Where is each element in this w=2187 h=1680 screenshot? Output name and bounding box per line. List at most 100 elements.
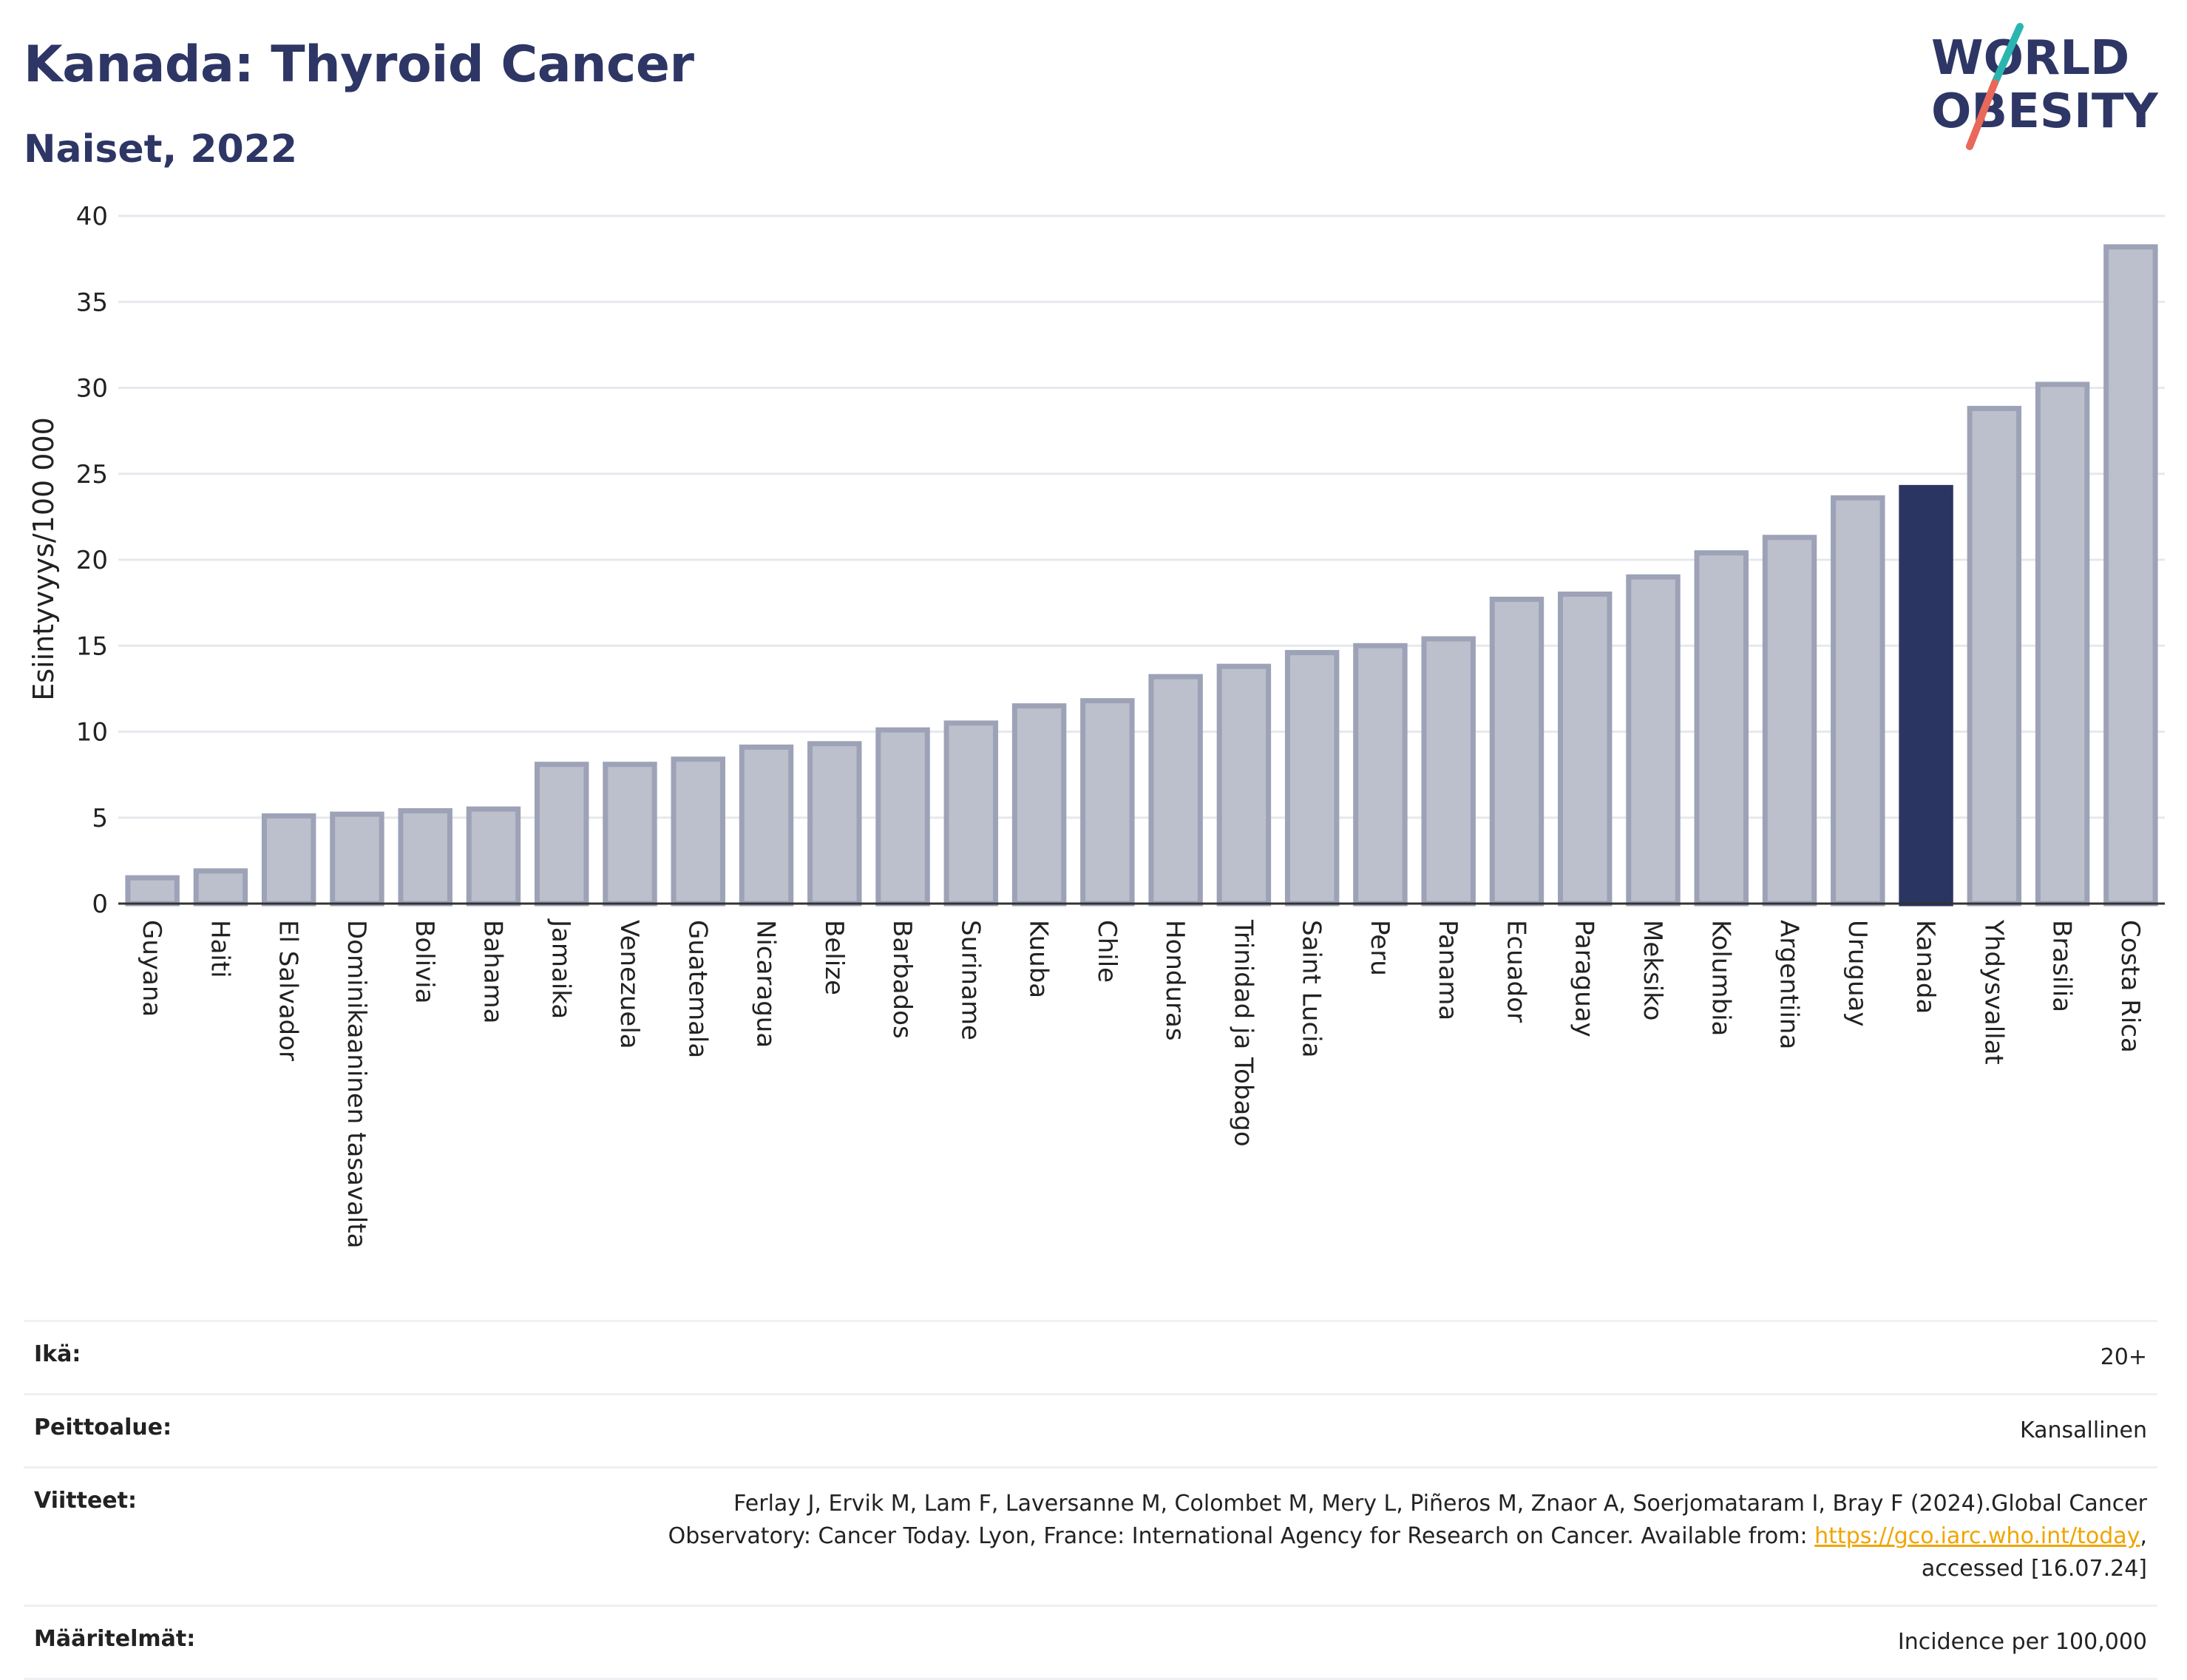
- x-tick-label: Jamaika: [546, 918, 576, 1019]
- bar-trinidad-ja-tobago: [1216, 663, 1272, 907]
- x-tick-label: El Salvador: [274, 920, 303, 1061]
- age-label: Ikä:: [34, 1341, 81, 1367]
- x-tick-label: Trinidad ja Tobago: [1228, 919, 1258, 1147]
- age-value: 20+: [2100, 1344, 2147, 1370]
- x-tick-label: Haiti: [205, 920, 234, 978]
- y-tick-label: 15: [76, 631, 108, 661]
- bar-paraguay: [1558, 592, 1613, 907]
- bar-argentiina: [1762, 535, 1817, 907]
- meta-row-references: Viitteet: Ferlay J, Ervik M, Lam F, Lave…: [24, 1466, 2157, 1605]
- x-tick-label: Argentiina: [1774, 920, 1804, 1049]
- bars-layer: [125, 244, 2158, 907]
- x-tick-label: Costa Rica: [2115, 920, 2145, 1053]
- bar-meksiko: [1626, 574, 1681, 907]
- y-tick-label: 35: [76, 288, 108, 317]
- bar-kuuba: [1011, 703, 1067, 907]
- x-tick-label: Nicaragua: [751, 920, 781, 1048]
- chart-subtitle: Naiset, 2022: [24, 127, 298, 172]
- reference-line2-text: Observatory: Cancer Today. Lyon, France:…: [668, 1523, 1815, 1549]
- meta-row-coverage: Peittoalue: Kansallinen: [24, 1393, 2157, 1466]
- bar-uruguay: [1831, 495, 1885, 907]
- x-tick-label: Barbados: [887, 920, 917, 1039]
- bar-nicaragua: [739, 744, 794, 907]
- y-tick-label: 25: [76, 460, 108, 490]
- x-tick-label: Guyana: [137, 920, 166, 1017]
- x-tick-label: Honduras: [1160, 920, 1190, 1041]
- bar-haiti: [193, 868, 248, 907]
- x-tick-label: Venezuela: [614, 920, 644, 1049]
- x-tick-label: Ecuador: [1501, 920, 1530, 1023]
- bar-dominikaaninen-tasavalta: [330, 811, 384, 907]
- logo-line1: WORLD: [1931, 31, 2129, 86]
- reference-link[interactable]: https://gco.iarc.who.int/today: [1814, 1523, 2140, 1549]
- y-tick-label: 5: [92, 804, 108, 833]
- x-tick-label: Meksiko: [1638, 920, 1667, 1020]
- bar-venezuela: [603, 762, 657, 907]
- y-tick-label: 30: [76, 374, 108, 404]
- chart-title: Kanada: Thyroid Cancer: [24, 35, 694, 94]
- y-tick-label: 20: [76, 546, 108, 575]
- reference-line3: accessed [16.07.24]: [1921, 1556, 2147, 1582]
- logo-line2: OBESITY: [1931, 84, 2158, 139]
- meta-row-age: Ikä: 20+: [24, 1320, 2157, 1393]
- bar-bolivia: [398, 807, 452, 907]
- coverage-value: Kansallinen: [2019, 1418, 2147, 1443]
- bar-belize: [807, 741, 862, 907]
- bar-guatemala: [671, 756, 725, 907]
- definitions-label: Määritelmät:: [34, 1626, 196, 1652]
- bar-peru: [1353, 643, 1408, 907]
- coverage-label: Peittoalue:: [34, 1415, 172, 1440]
- grid-layer: [118, 214, 2165, 819]
- x-tick-label: Chile: [1092, 920, 1122, 983]
- axis-layer: 0 5 10 15 20 25 30 35 40: [76, 202, 2165, 919]
- x-tick-label: Bahama: [478, 920, 507, 1024]
- x-tick-label: Peru: [1365, 920, 1394, 976]
- x-tick-label: Brasilia: [2047, 920, 2077, 1012]
- y-axis-label: Esiintyvyys/100 000: [27, 417, 60, 701]
- bar-ecuador: [1489, 596, 1545, 907]
- y-tick-label: 40: [76, 202, 108, 231]
- bar-kanada: [1899, 484, 1953, 907]
- x-tick-label: Panama: [1433, 920, 1462, 1020]
- x-tick-label: Kanada: [1910, 920, 1940, 1014]
- y-tick-label: 10: [76, 718, 108, 748]
- references-value: Ferlay J, Ervik M, Lam F, Laversanne M, …: [668, 1488, 2147, 1585]
- reference-line1: Ferlay J, Ervik M, Lam F, Laversanne M, …: [733, 1491, 2147, 1517]
- bar-chile: [1080, 698, 1135, 907]
- x-tick-label: Yhdysvallat: [1979, 919, 2008, 1065]
- x-tick-label: Belize: [819, 920, 849, 995]
- bar-barbados: [875, 727, 930, 907]
- bar-panama: [1421, 636, 1476, 907]
- meta-row-definitions: Määritelmät: Incidence per 100,000: [24, 1605, 2157, 1680]
- references-label: Viitteet:: [34, 1488, 137, 1514]
- metadata-table: Ikä: 20+ Peittoalue: Kansallinen Viittee…: [24, 1320, 2157, 1680]
- bar-bahama: [466, 806, 521, 907]
- category-labels: Guyana Haiti El Salvador Dominikaaninen tas…: [137, 918, 2145, 1248]
- bar-honduras: [1148, 674, 1203, 907]
- logo-slash-top: [1991, 23, 2024, 87]
- bar-kolumbia: [1694, 550, 1749, 907]
- world-obesity-logo: WORLD OBESITY: [1931, 23, 2158, 150]
- x-tick-label: Bolivia: [410, 920, 439, 1003]
- x-tick-label: Saint Lucia: [1297, 920, 1326, 1057]
- x-tick-label: Paraguay: [1570, 920, 1599, 1037]
- bar-chart: 0 5 10 15 20 25 30 35 40 Guyana Haiti El Salvador D…: [27, 202, 2165, 1248]
- x-tick-label: Guatemala: [682, 920, 712, 1058]
- bar-yhdysvallat: [1967, 405, 2022, 907]
- bar-suriname: [943, 720, 999, 907]
- y-tick-label: 0: [92, 890, 108, 919]
- bar-costa-rica: [2103, 244, 2158, 907]
- bar-jamaika: [535, 762, 589, 907]
- x-tick-label: Kolumbia: [1706, 920, 1735, 1036]
- bar-el-salvador: [261, 813, 316, 907]
- bar-brasilia: [2035, 382, 2090, 907]
- x-tick-label: Suriname: [955, 920, 985, 1040]
- definitions-value: Incidence per 100,000: [1897, 1629, 2147, 1655]
- reference-line2-comma: ,: [2140, 1523, 2147, 1549]
- bar-guyana: [125, 875, 180, 907]
- x-tick-label: Dominikaaninen tasavalta: [342, 920, 371, 1248]
- x-tick-label: Kuuba: [1024, 920, 1054, 998]
- x-tick-label: Uruguay: [1842, 920, 1872, 1027]
- bar-saint-lucia: [1284, 650, 1340, 907]
- logo-slash-bottom: [1966, 79, 1998, 150]
